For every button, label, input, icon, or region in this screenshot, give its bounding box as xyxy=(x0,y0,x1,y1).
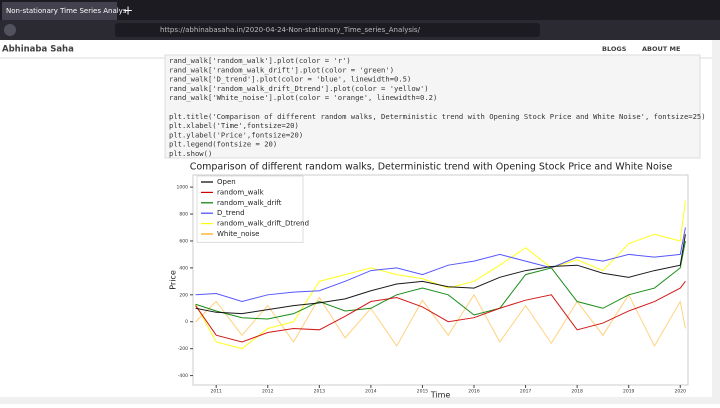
series-line xyxy=(195,281,686,343)
code-line: plt.xlabel('Time',fontsize=20) xyxy=(169,121,299,130)
legend-label: Open xyxy=(217,178,236,186)
series-line xyxy=(195,227,686,303)
y-tick-label: 400 xyxy=(179,265,188,271)
x-axis-label: Time xyxy=(430,391,451,400)
chart-title: Comparison of different random walks, De… xyxy=(190,162,673,173)
y-tick-label: -200 xyxy=(178,346,188,352)
x-tick-label: 2014 xyxy=(365,389,377,395)
x-tick-label: 2015 xyxy=(417,389,429,395)
y-tick-label: -400 xyxy=(178,373,188,379)
code-line: rand_walk['D_trend'].plot(color = 'blue'… xyxy=(169,75,411,84)
y-tick-label: 800 xyxy=(179,212,188,218)
code-block xyxy=(164,54,701,159)
series-line xyxy=(195,234,686,315)
code-line: rand_walk['random_walk_drift_Dtrend'].pl… xyxy=(169,84,429,93)
new-tab[interactable]: + xyxy=(123,4,133,18)
tab[interactable] xyxy=(2,2,117,20)
code-line: rand_walk['random_walk_drift'].plot(colo… xyxy=(169,65,394,74)
x-tick-label: 2011 xyxy=(210,389,222,395)
scrollbar[interactable] xyxy=(712,40,720,404)
x-tick-label: 2017 xyxy=(520,389,532,395)
back-button[interactable] xyxy=(4,24,16,36)
legend-label: White_noise xyxy=(217,230,259,238)
y-tick-label: 600 xyxy=(179,238,188,244)
x-tick-label: 2018 xyxy=(571,389,583,395)
y-tick-label: 1000 xyxy=(177,185,189,191)
tab-title: Non-stationary Time Series Analys xyxy=(6,7,127,15)
legend xyxy=(196,175,304,243)
x-tick-label: 2012 xyxy=(262,389,274,395)
y-axis-label: Price xyxy=(169,270,178,290)
site-name[interactable]: Abhinaba Saha xyxy=(2,45,74,55)
x-tick-label: 2013 xyxy=(314,389,326,395)
series-line xyxy=(195,240,686,320)
nav-link[interactable]: BLOGS xyxy=(602,45,627,53)
y-tick-label: 0 xyxy=(185,319,188,325)
legend-label: D_trend xyxy=(217,209,245,217)
h-scrollbar[interactable] xyxy=(0,397,712,404)
url-bar[interactable] xyxy=(115,23,540,37)
code-line: plt.show() xyxy=(169,149,212,158)
code-line: rand_walk['random_walk'].plot(color = 'r… xyxy=(169,56,351,65)
x-tick-label: 2019 xyxy=(623,389,635,395)
code-line: plt.legend(fontsize = 20) xyxy=(169,140,277,149)
code-line: rand_walk['White_noise'].plot(color = 'o… xyxy=(169,93,437,102)
legend-label: random_walk_drift xyxy=(217,199,282,207)
legend-label: random_walk xyxy=(217,188,265,196)
nav-link[interactable]: ABOUT ME xyxy=(642,45,680,53)
tab-bar xyxy=(0,0,720,20)
x-tick-label: 2020 xyxy=(675,389,687,395)
code-line: plt.title('Comparison of different rando… xyxy=(169,112,706,121)
chart: Comparison of different random walks, De… xyxy=(169,162,689,400)
x-tick-label: 2016 xyxy=(468,389,480,395)
legend-label: random_walk_drift_Dtrend xyxy=(217,220,309,228)
url: https://abhinabasaha.in/2020-04-24-Non-s… xyxy=(160,26,421,34)
y-tick-label: 200 xyxy=(179,292,188,298)
code-line: plt.ylabel('Price',fontsize=20) xyxy=(169,130,303,139)
series-line xyxy=(195,200,686,350)
